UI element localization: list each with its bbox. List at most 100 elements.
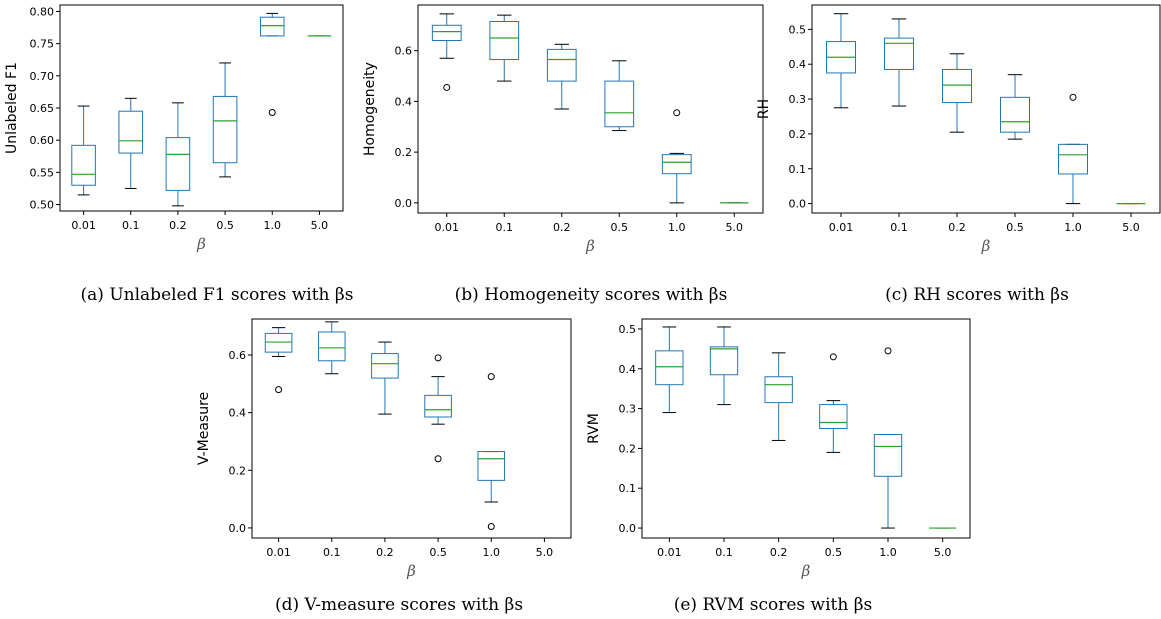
y-tick-label: 0.2 <box>619 442 637 455</box>
x-tick-label: 5.0 <box>1122 221 1140 234</box>
box-0.2 <box>371 341 399 415</box>
outlier-point <box>829 353 837 361</box>
box-0.1 <box>317 321 346 375</box>
caption-a: (a) Unlabeled F1 scores with βs <box>81 285 354 305</box>
y-tick-label: 0.80 <box>30 5 55 18</box>
y-tick-label: 0.1 <box>619 482 637 495</box>
plot-frame <box>811 4 1161 214</box>
box-body <box>165 137 191 191</box>
box-0.01 <box>71 105 96 196</box>
box-0.5 <box>212 62 238 178</box>
box-body <box>424 394 452 418</box>
box-0.2 <box>546 43 577 110</box>
box-body <box>1058 143 1088 175</box>
box-body <box>212 95 238 164</box>
box-body <box>371 353 399 379</box>
outlier-point <box>443 83 451 91</box>
caption-d: (d) V-measure scores with βs <box>275 595 523 615</box>
caption-b: (b) Homogeneity scores with βs <box>455 285 728 305</box>
y-tick-label: 0.65 <box>30 102 55 115</box>
x-tick-label: 0.01 <box>71 219 96 232</box>
x-tick-label: 5.0 <box>536 546 554 559</box>
x-tick-label: 0.2 <box>169 219 187 232</box>
y-tick-label: 0.0 <box>229 522 247 535</box>
panel-v-measure: 0.0 0.2 0.4 0.6 0.01 0.1 0.2 0.5 1.0 5.0 β V-Measur… <box>196 318 572 580</box>
y-tick-label: 0.70 <box>30 70 55 83</box>
x-axis-label: β <box>196 235 206 253</box>
box-body <box>1000 96 1030 133</box>
box-body <box>259 16 285 37</box>
box-body <box>317 331 346 362</box>
outlier-point <box>434 354 442 362</box>
outlier-point <box>434 455 442 463</box>
box-0.01 <box>826 13 856 109</box>
x-tick-label: 0.1 <box>122 219 140 232</box>
outlier-point <box>884 347 892 355</box>
box-0.2 <box>764 352 793 441</box>
box-1.0 <box>1058 93 1088 205</box>
y-tick-label: 0.5 <box>619 323 637 336</box>
x-tick-label: 1.0 <box>483 546 501 559</box>
x-tick-label: 1.0 <box>264 219 282 232</box>
y-tick-label: 0.75 <box>30 38 55 51</box>
y-tick-label: 0.2 <box>395 146 413 159</box>
box-body <box>661 154 692 175</box>
x-tick-label: 0.2 <box>376 546 394 559</box>
box-1.0 <box>661 109 692 204</box>
box-0.1 <box>884 18 914 107</box>
y-tick-label: 0.0 <box>789 198 807 211</box>
x-tick-label: 0.5 <box>429 546 447 559</box>
y-tick-label: 0.60 <box>30 134 55 147</box>
x-tick-label: 0.1 <box>715 546 733 559</box>
box-0.5 <box>1000 74 1030 140</box>
box-body <box>264 332 293 353</box>
y-tick-label: 0.3 <box>789 93 807 106</box>
x-tick-label: 0.1 <box>890 221 908 234</box>
panel-rvm: 0.0 0.1 0.2 0.3 0.4 0.5 0.01 0.1 0.2 0.5 1.0 5.0 β RV… <box>586 318 971 580</box>
y-axis-label: RH <box>756 99 772 119</box>
caption-e: (e) RVM scores with βs <box>674 595 873 615</box>
outlier-point <box>487 522 495 530</box>
box-0.01 <box>655 326 684 414</box>
box-body <box>489 20 520 61</box>
y-axis-label: RVM <box>586 413 602 444</box>
panel-unlabeled-f1: 0.50 0.55 0.60 0.65 0.70 0.75 0.80 0.01 0.1 0.2 0.… <box>4 4 344 253</box>
box-body <box>655 350 684 386</box>
box-body <box>71 144 96 186</box>
x-axis-label: β <box>981 237 991 255</box>
x-tick-label: 0.1 <box>496 221 514 234</box>
x-tick-label: 1.0 <box>668 221 686 234</box>
x-tick-label: 5.0 <box>934 546 952 559</box>
x-tick-label: 0.5 <box>1006 221 1024 234</box>
x-tick-label: 5.0 <box>311 219 329 232</box>
x-tick-label: 0.01 <box>435 221 460 234</box>
x-axis-label: β <box>406 562 416 580</box>
y-tick-label: 0.3 <box>619 403 637 416</box>
x-tick-label: 0.2 <box>948 221 966 234</box>
x-tick-label: 5.0 <box>726 221 744 234</box>
y-axis-label: Homogeneity <box>362 62 378 156</box>
box-body <box>604 80 635 128</box>
box-0.2 <box>942 53 972 133</box>
box-body <box>118 110 144 154</box>
box-body <box>942 68 972 104</box>
box-0.1 <box>489 14 520 82</box>
box-body <box>873 433 903 477</box>
outlier-point <box>1069 93 1077 101</box>
outlier-point <box>673 109 681 117</box>
outlier-point <box>487 373 495 381</box>
box-1.0 <box>477 373 506 530</box>
box-0.5 <box>819 353 848 453</box>
x-tick-label: 0.5 <box>611 221 629 234</box>
box-body <box>819 404 848 430</box>
plot-frame <box>641 318 971 539</box>
x-tick-label: 0.5 <box>825 546 843 559</box>
x-tick-label: 0.01 <box>266 546 291 559</box>
y-tick-label: 0.55 <box>30 166 55 179</box>
y-tick-label: 0.4 <box>789 58 807 71</box>
y-tick-label: 0.4 <box>229 407 247 420</box>
y-tick-label: 0.0 <box>395 197 413 210</box>
y-tick-label: 0.6 <box>395 45 413 58</box>
x-tick-label: 1.0 <box>1064 221 1082 234</box>
